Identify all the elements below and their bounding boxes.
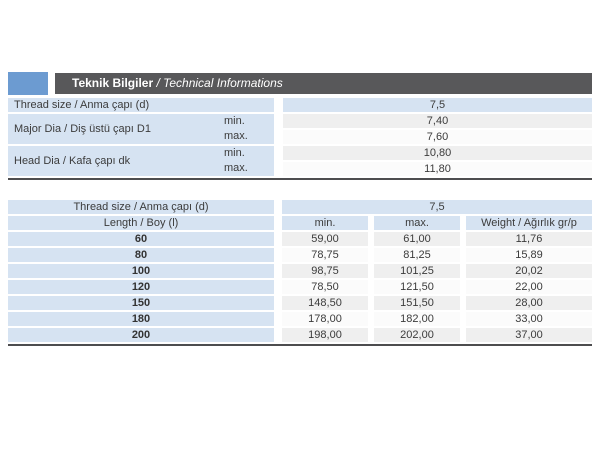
weight-cell: 37,00: [466, 328, 592, 342]
head-dia-max-value: 11,80: [283, 162, 592, 176]
weight-cell: 20,02: [466, 264, 592, 278]
weight-cell: 33,00: [466, 312, 592, 326]
column-gap: [274, 264, 282, 278]
column-gap: [274, 200, 282, 214]
section-title-bar: Teknik Bilgiler / Technical Informations: [55, 73, 592, 94]
minmax-labels: min. max.: [224, 114, 274, 144]
table-row: 80 78,75 81,25 15,89: [8, 248, 592, 262]
min-column-header: min.: [282, 216, 368, 230]
min-cell: 59,00: [282, 232, 368, 246]
min-cell: 178,00: [282, 312, 368, 326]
table-row: 200 198,00 202,00 37,00: [8, 328, 592, 342]
column-gap: [274, 114, 283, 144]
thread-size-value: 7,5: [282, 200, 592, 214]
weight-cell: 11,76: [466, 232, 592, 246]
table-row: 60 59,00 61,00 11,76: [8, 232, 592, 246]
column-gap: [274, 312, 282, 326]
table-column-headers: Length / Boy (l) min. max. Weight / Ağır…: [8, 216, 592, 230]
major-dia-max-value: 7,60: [283, 130, 592, 144]
table-row: 150 148,50 151,50 28,00: [8, 296, 592, 310]
column-gap: [274, 248, 282, 262]
min-cell: 148,50: [282, 296, 368, 310]
max-label: max.: [224, 130, 248, 142]
max-cell: 182,00: [374, 312, 460, 326]
column-gap: [274, 232, 282, 246]
max-cell: 121,50: [374, 280, 460, 294]
column-gap: [274, 98, 283, 112]
head-dia-label: Head Dia / Kafa çapı dk: [14, 155, 131, 167]
major-dia-min-value: 7,40: [283, 114, 592, 128]
thread-size-label: Thread size / Anma çapı (d): [8, 200, 274, 214]
max-cell: 101,25: [374, 264, 460, 278]
thread-size-label: Thread size / Anma çapı (d): [8, 98, 274, 112]
dimensions-table: Thread size / Anma çapı (d) 7,5 Major Di…: [8, 98, 592, 180]
length-cell: 100: [8, 264, 274, 278]
section-header: Teknik Bilgiler / Technical Informations: [8, 72, 592, 95]
max-cell: 81,25: [374, 248, 460, 262]
min-cell: 78,75: [282, 248, 368, 262]
max-cell: 151,50: [374, 296, 460, 310]
weight-cell: 28,00: [466, 296, 592, 310]
table-bottom-border: [8, 178, 592, 180]
table-row: 120 78,50 121,50 22,00: [8, 280, 592, 294]
column-gap: [274, 146, 283, 176]
thread-size-value: 7,5: [283, 98, 592, 112]
weight-cell: 15,89: [466, 248, 592, 262]
minmax-labels: min. max.: [224, 146, 274, 176]
max-cell: 202,00: [374, 328, 460, 342]
max-cell: 61,00: [374, 232, 460, 246]
weight-cell: 22,00: [466, 280, 592, 294]
table-row: Thread size / Anma çapı (d) 7,5: [8, 98, 592, 112]
section-title-english: / Technical Informations: [153, 76, 283, 90]
column-gap: [274, 296, 282, 310]
head-dia-values: 10,80 11,80: [283, 146, 592, 176]
length-cell: 200: [8, 328, 274, 342]
section-title-turkish: Teknik Bilgiler: [72, 76, 154, 90]
blue-accent-block: [8, 72, 48, 95]
length-cell: 150: [8, 296, 274, 310]
head-dia-label-block: Head Dia / Kafa çapı dk min. max.: [8, 146, 274, 176]
table-bottom-border: [8, 344, 592, 346]
length-cell: 120: [8, 280, 274, 294]
length-cell: 180: [8, 312, 274, 326]
head-dia-min-value: 10,80: [283, 146, 592, 160]
table-row: 180 178,00 182,00 33,00: [8, 312, 592, 326]
length-cell: 80: [8, 248, 274, 262]
major-dia-values: 7,40 7,60: [283, 114, 592, 144]
min-label: min.: [224, 115, 245, 127]
min-cell: 98,75: [282, 264, 368, 278]
min-label: min.: [224, 147, 245, 159]
length-cell: 60: [8, 232, 274, 246]
max-label: max.: [224, 162, 248, 174]
table-header-row: Thread size / Anma çapı (d) 7,5: [8, 200, 592, 214]
major-dia-label: Major Dia / Diş üstü çapı D1: [14, 123, 151, 135]
weight-column-header: Weight / Ağırlık gr/p: [466, 216, 592, 230]
column-gap: [274, 216, 282, 230]
min-cell: 78,50: [282, 280, 368, 294]
table-row: Head Dia / Kafa çapı dk min. max. 10,80 …: [8, 146, 592, 176]
column-gap: [274, 328, 282, 342]
length-column-header: Length / Boy (l): [8, 216, 274, 230]
length-weight-table: Thread size / Anma çapı (d) 7,5 Length /…: [8, 200, 592, 346]
column-gap: [274, 280, 282, 294]
min-cell: 198,00: [282, 328, 368, 342]
max-column-header: max.: [374, 216, 460, 230]
table-row: Major Dia / Diş üstü çapı D1 min. max. 7…: [8, 114, 592, 144]
table-row: 100 98,75 101,25 20,02: [8, 264, 592, 278]
major-dia-label-block: Major Dia / Diş üstü çapı D1 min. max.: [8, 114, 274, 144]
